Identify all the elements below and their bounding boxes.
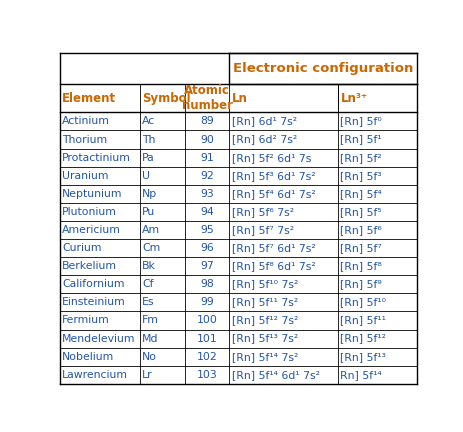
Text: Fermium: Fermium bbox=[62, 315, 109, 325]
Text: [Rn] 5f⁶ 7s²: [Rn] 5f⁶ 7s² bbox=[231, 207, 293, 217]
Text: [Rn] 5f¹³ 7s²: [Rn] 5f¹³ 7s² bbox=[231, 334, 297, 343]
Text: U: U bbox=[142, 171, 150, 181]
Text: [Rn] 5f¹⁰: [Rn] 5f¹⁰ bbox=[340, 297, 386, 308]
Text: 96: 96 bbox=[200, 243, 213, 253]
Text: Protactinium: Protactinium bbox=[62, 152, 131, 162]
Text: Atomic
number: Atomic number bbox=[181, 84, 232, 112]
Text: Actinium: Actinium bbox=[62, 117, 110, 127]
Text: [Rn] 5f¹⁴ 7s²: [Rn] 5f¹⁴ 7s² bbox=[231, 352, 297, 362]
Text: [Rn] 6d¹ 7s²: [Rn] 6d¹ 7s² bbox=[231, 117, 296, 127]
Text: Mendelevium: Mendelevium bbox=[62, 334, 135, 343]
Text: 100: 100 bbox=[196, 315, 217, 325]
Text: [Rn] 5f³ 6d¹ 7s²: [Rn] 5f³ 6d¹ 7s² bbox=[231, 171, 314, 181]
Text: Lr: Lr bbox=[142, 370, 153, 380]
Text: No: No bbox=[142, 352, 157, 362]
Text: 99: 99 bbox=[200, 297, 213, 308]
Text: [Rn] 5f¹⁴ 6d¹ 7s²: [Rn] 5f¹⁴ 6d¹ 7s² bbox=[231, 370, 319, 380]
Text: Ac: Ac bbox=[142, 117, 155, 127]
Text: Th: Th bbox=[142, 134, 156, 145]
Text: Curium: Curium bbox=[62, 243, 101, 253]
Text: Neptunium: Neptunium bbox=[62, 189, 122, 199]
Text: Pu: Pu bbox=[142, 207, 155, 217]
Text: [Rn] 5f⁰: [Rn] 5f⁰ bbox=[340, 117, 382, 127]
Text: [Rn] 5f¹¹ 7s²: [Rn] 5f¹¹ 7s² bbox=[231, 297, 297, 308]
Text: [Rn] 5f¹¹: [Rn] 5f¹¹ bbox=[340, 315, 386, 325]
Text: Thorium: Thorium bbox=[62, 134, 107, 145]
Text: Plutonium: Plutonium bbox=[62, 207, 117, 217]
Text: Cm: Cm bbox=[142, 243, 160, 253]
Text: 93: 93 bbox=[200, 189, 213, 199]
Text: [Rn] 5f⁹: [Rn] 5f⁹ bbox=[340, 280, 382, 289]
Text: Element: Element bbox=[62, 92, 116, 105]
Text: Md: Md bbox=[142, 334, 158, 343]
Text: [Rn] 5f⁷: [Rn] 5f⁷ bbox=[340, 243, 382, 253]
Text: [Rn] 5f⁴: [Rn] 5f⁴ bbox=[340, 189, 382, 199]
Text: 95: 95 bbox=[200, 225, 213, 235]
Text: Symbol: Symbol bbox=[142, 92, 190, 105]
Text: [Rn] 5f⁶: [Rn] 5f⁶ bbox=[340, 225, 382, 235]
Text: Es: Es bbox=[142, 297, 155, 308]
Text: [Rn] 5f¹² 7s²: [Rn] 5f¹² 7s² bbox=[231, 315, 297, 325]
Text: [Rn] 5f⁷ 6d¹ 7s²: [Rn] 5f⁷ 6d¹ 7s² bbox=[231, 243, 315, 253]
Text: [Rn] 5f¹³: [Rn] 5f¹³ bbox=[340, 352, 386, 362]
Text: Np: Np bbox=[142, 189, 157, 199]
Text: Einsteinium: Einsteinium bbox=[62, 297, 125, 308]
Text: 92: 92 bbox=[200, 171, 213, 181]
Text: Fm: Fm bbox=[142, 315, 159, 325]
Text: 91: 91 bbox=[200, 152, 213, 162]
Text: [Rn] 5f¹: [Rn] 5f¹ bbox=[340, 134, 382, 145]
Text: 97: 97 bbox=[200, 261, 213, 271]
Text: Nobelium: Nobelium bbox=[62, 352, 114, 362]
Text: [Rn] 5f⁸ 6d¹ 7s²: [Rn] 5f⁸ 6d¹ 7s² bbox=[231, 261, 315, 271]
Text: 103: 103 bbox=[196, 370, 217, 380]
Text: [Rn] 5f⁸: [Rn] 5f⁸ bbox=[340, 261, 382, 271]
Text: Lawrencium: Lawrencium bbox=[62, 370, 128, 380]
Text: 90: 90 bbox=[200, 134, 213, 145]
Text: Electronic configuration: Electronic configuration bbox=[232, 62, 413, 75]
Text: Bk: Bk bbox=[142, 261, 156, 271]
Text: 102: 102 bbox=[196, 352, 217, 362]
Text: [Rn] 5f³: [Rn] 5f³ bbox=[340, 171, 382, 181]
Text: Californium: Californium bbox=[62, 280, 124, 289]
Text: [Rn] 6d² 7s²: [Rn] 6d² 7s² bbox=[231, 134, 296, 145]
Text: [Rn] 5f⁵: [Rn] 5f⁵ bbox=[340, 207, 382, 217]
Text: Berkelium: Berkelium bbox=[62, 261, 117, 271]
Text: [Rn] 5f¹²: [Rn] 5f¹² bbox=[340, 334, 386, 343]
Text: 89: 89 bbox=[200, 117, 213, 127]
Text: Cf: Cf bbox=[142, 280, 153, 289]
Text: 98: 98 bbox=[200, 280, 213, 289]
Text: 94: 94 bbox=[200, 207, 213, 217]
Text: Ln: Ln bbox=[231, 92, 247, 105]
Text: [Rn] 5f¹⁰ 7s²: [Rn] 5f¹⁰ 7s² bbox=[231, 280, 297, 289]
Text: Am: Am bbox=[142, 225, 160, 235]
Text: [Rn] 5f⁷ 7s²: [Rn] 5f⁷ 7s² bbox=[231, 225, 293, 235]
Text: Pa: Pa bbox=[142, 152, 155, 162]
Text: [Rn] 5f⁴ 6d¹ 7s²: [Rn] 5f⁴ 6d¹ 7s² bbox=[231, 189, 315, 199]
Text: Uranium: Uranium bbox=[62, 171, 108, 181]
Text: [Rn] 5f²: [Rn] 5f² bbox=[340, 152, 382, 162]
Text: Ln³⁺: Ln³⁺ bbox=[340, 92, 367, 105]
Text: 101: 101 bbox=[196, 334, 217, 343]
Text: [Rn] 5f² 6d¹ 7s: [Rn] 5f² 6d¹ 7s bbox=[231, 152, 310, 162]
Text: Rn] 5f¹⁴: Rn] 5f¹⁴ bbox=[340, 370, 382, 380]
Text: Americium: Americium bbox=[62, 225, 120, 235]
